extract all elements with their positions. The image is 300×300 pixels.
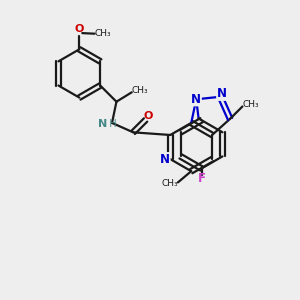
Text: O: O xyxy=(75,24,84,34)
Text: H: H xyxy=(103,119,116,129)
Text: O: O xyxy=(144,111,153,122)
Text: CH₃: CH₃ xyxy=(242,100,259,109)
Text: N: N xyxy=(160,153,170,166)
Text: CH₃: CH₃ xyxy=(132,86,148,95)
Text: CH₃: CH₃ xyxy=(94,29,111,38)
Text: N: N xyxy=(191,93,201,106)
Text: N: N xyxy=(98,119,107,129)
Text: F: F xyxy=(197,172,206,185)
Text: CH₃: CH₃ xyxy=(161,179,178,188)
Text: N: N xyxy=(217,87,227,100)
